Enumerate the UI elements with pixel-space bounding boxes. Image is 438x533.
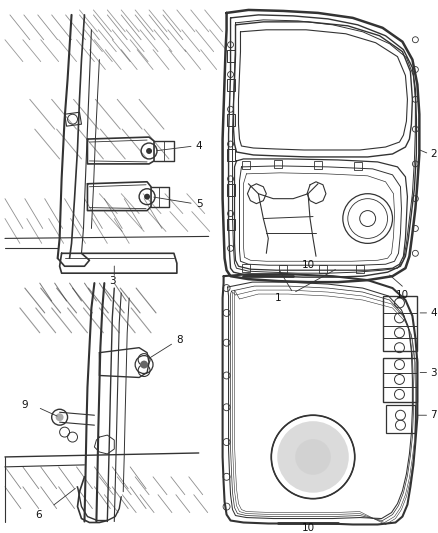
Bar: [226, 149, 234, 161]
Circle shape: [277, 421, 349, 492]
Circle shape: [146, 148, 152, 154]
Bar: [356, 265, 364, 273]
Bar: [243, 161, 251, 169]
Text: 1: 1: [275, 293, 282, 303]
Text: 4: 4: [196, 141, 202, 151]
Text: 10: 10: [396, 290, 409, 300]
Text: 4: 4: [430, 308, 437, 318]
Bar: [226, 219, 234, 230]
Text: 2: 2: [430, 149, 437, 159]
Bar: [319, 265, 327, 273]
Circle shape: [56, 413, 64, 421]
Circle shape: [140, 361, 148, 368]
Text: 10: 10: [301, 523, 314, 533]
Bar: [382, 296, 417, 351]
Text: 5: 5: [196, 199, 202, 208]
Bar: [226, 114, 234, 126]
Bar: [274, 160, 282, 168]
Bar: [314, 161, 322, 169]
Text: 3: 3: [430, 368, 437, 377]
Text: 3: 3: [110, 276, 116, 286]
Bar: [226, 79, 234, 91]
Text: 6: 6: [35, 510, 42, 520]
Bar: [354, 162, 362, 170]
Bar: [279, 265, 287, 273]
Bar: [385, 405, 415, 433]
Bar: [226, 184, 234, 196]
Text: 9: 9: [22, 400, 28, 410]
Text: 8: 8: [176, 335, 183, 345]
Circle shape: [144, 193, 150, 200]
Text: 7: 7: [430, 410, 437, 420]
Text: 10: 10: [301, 260, 314, 270]
Circle shape: [295, 439, 331, 475]
Bar: [382, 358, 417, 402]
Bar: [226, 50, 234, 62]
Bar: [243, 264, 251, 272]
